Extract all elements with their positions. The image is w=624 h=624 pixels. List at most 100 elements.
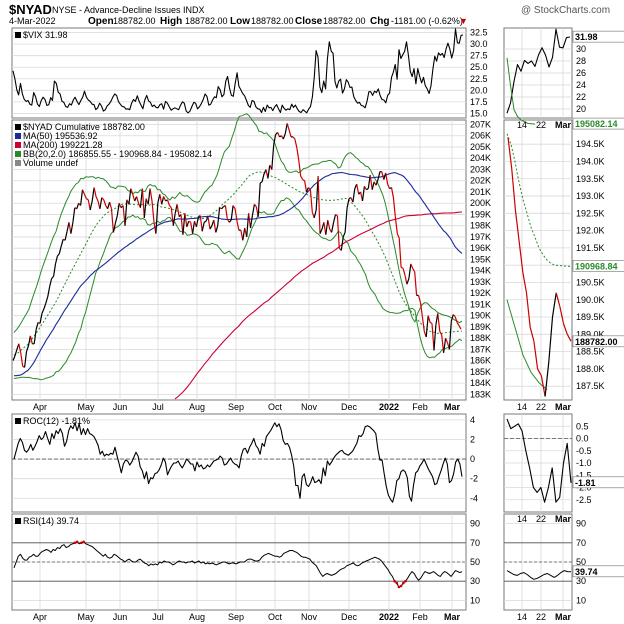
price-y-tick-label: 185K (470, 367, 491, 377)
price_zoom-x-tick-label: 22 (536, 402, 546, 412)
nyad-price-segment (352, 188, 356, 203)
rsi_zoom-y-tick-label: 70 (576, 538, 586, 548)
high-value: 188782.00 (185, 16, 228, 26)
price-y-tick-label: 189K (470, 322, 491, 332)
nyad-price-segment (49, 278, 53, 287)
price-x-tick-label: Apr (33, 402, 47, 412)
price-x-tick-label: Aug (189, 402, 205, 412)
nyad-price-segment (294, 138, 298, 149)
nyad-price-segment (168, 205, 172, 209)
nyad-price-segment (441, 334, 445, 353)
nyad-price-segment (192, 221, 196, 234)
rsi-y-tick-label: 70 (470, 538, 480, 548)
watermark: @ StockCharts.com (521, 5, 610, 16)
roc_zoom-value-box (572, 476, 624, 489)
nyad-price-segment (248, 213, 252, 229)
nyad-price-segment (366, 188, 369, 191)
nyad-price-segment (402, 268, 406, 276)
close-value: 188782.00 (323, 16, 366, 26)
nyad-price-segment (257, 182, 261, 217)
nyad-price-segment (43, 303, 47, 310)
nyad-price-segment (199, 215, 203, 232)
nyad-price-segment (29, 335, 33, 344)
price-y-tick-label: 194K (470, 266, 491, 276)
nyad-price-segment (412, 268, 416, 273)
nyad-price-segment (425, 315, 429, 338)
nyad-price-segment (83, 193, 87, 199)
nyad-price-zoom-segment (563, 323, 568, 335)
price-y-tick-label: 191K (470, 299, 491, 309)
nyad-price-segment (180, 214, 184, 235)
rsi-x-tick-label: May (77, 612, 95, 622)
nyad-price-zoom-segment (548, 316, 554, 363)
nyad-price-segment (253, 203, 257, 207)
nyad-price-zoom-segment (514, 209, 520, 242)
nyad-price-segment (234, 208, 238, 222)
price-legend-swatch (15, 151, 21, 157)
nyad-price-segment (20, 352, 24, 367)
nyad-price-segment (54, 255, 58, 265)
rsi-extreme-marker (395, 581, 399, 585)
nyad-price-segment (143, 198, 147, 218)
symbol-title: $NYAD (9, 2, 52, 17)
rsi-extreme-marker (82, 540, 85, 544)
nyad-price-segment (170, 207, 174, 226)
nyad-price-segment (448, 321, 452, 350)
nyad-price-segment (24, 351, 28, 368)
price_zoom-y-tick-label: 193.5K (576, 174, 605, 184)
nyad-price-segment (456, 322, 460, 327)
nyad-price-segment (404, 275, 408, 285)
rsi-x-tick-label: Sep (228, 612, 244, 622)
roc-y-tick-label: -4 (470, 493, 478, 503)
nyad-price-segment (159, 194, 163, 205)
rsi-y-tick-label: 90 (470, 519, 480, 529)
rsi-x-tick-label: Jul (152, 612, 164, 622)
vix_zoom-x-tick-label: 22 (536, 120, 546, 130)
nyad-price-segment (203, 220, 207, 223)
nyad-price-segment (309, 189, 313, 213)
vix-series-line (12, 28, 464, 114)
nyad-price-segment (72, 207, 76, 223)
price-legend-swatch (15, 133, 21, 139)
nyad-price-segment (89, 200, 93, 211)
vix-y-tick-label: 27.5 (470, 51, 488, 61)
price_zoom-value-box (572, 117, 624, 130)
price_zoom-y-tick-label: 192.0K (576, 226, 605, 236)
nyad-price-segment (124, 199, 128, 226)
nyad-price-segment (313, 209, 317, 218)
price_zoom-y-tick-label: 187.5K (576, 381, 605, 391)
nyad-price-segment (267, 164, 271, 179)
nyad-price-segment (417, 295, 421, 303)
nyad-price-zoom-segment (544, 361, 550, 397)
roc-legend-swatch (15, 418, 21, 424)
nyad-price-segment (39, 313, 43, 324)
rsi-x-tick-label: Jun (113, 612, 128, 622)
low-label: Low (230, 16, 250, 27)
roc_zoom-value-label: -1.81 (575, 478, 596, 488)
nyad-price-segment (392, 197, 396, 217)
nyad-price-segment (166, 199, 170, 206)
vix-legend-text: $VIX 31.98 (23, 30, 68, 40)
nyad-price-segment (215, 225, 219, 233)
vix-legend-swatch (15, 32, 21, 38)
symbol-description: NYSE - Advance-Decline Issues INDX (52, 5, 205, 15)
nyad-price-segment (271, 144, 275, 170)
nyad-price-segment (431, 323, 435, 351)
rsi-zoom-series-line (506, 570, 572, 580)
nyad-price-segment (302, 179, 305, 182)
rsi_zoom-x-tick-label: 14 (517, 612, 527, 622)
nyad-price-segment (163, 196, 167, 202)
roc_zoom-x-tick-label: Mar (555, 514, 572, 524)
nyad-price-segment (33, 329, 37, 344)
nyad-price-zoom-segment (518, 240, 524, 273)
price_zoom-panel-frame (503, 119, 573, 401)
price-y-tick-label: 190K (470, 311, 491, 321)
nyad-price-zoom-segment (511, 168, 516, 210)
price_zoom-y-tick-label: 192.5K (576, 208, 605, 218)
rsi-x-tick-label: Nov (301, 612, 318, 622)
price-panel-frame (11, 119, 467, 401)
nyad-price-segment (95, 196, 99, 202)
nyad-price-segment (53, 263, 57, 277)
nyad-price-segment (317, 176, 321, 234)
price-legend-text: MA(200) 199221.28 (23, 140, 103, 150)
